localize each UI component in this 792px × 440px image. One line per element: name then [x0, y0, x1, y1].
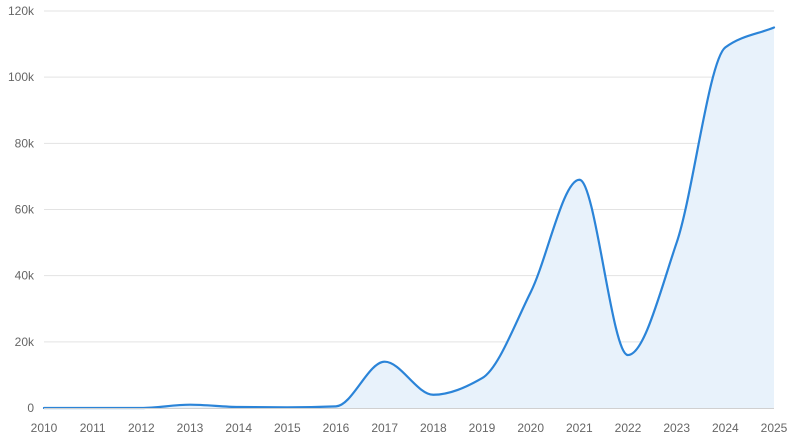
x-tick-label: 2011 — [80, 421, 106, 435]
x-tick-label: 2023 — [663, 421, 690, 435]
x-tick-label: 2021 — [566, 421, 593, 435]
x-tick-label: 2013 — [177, 421, 204, 435]
x-tick-label: 2020 — [517, 421, 544, 435]
y-axis-tick-labels: 0 20k 40k 60k 80k 100k 120k — [8, 4, 35, 415]
x-tick-label: 2025 — [761, 421, 788, 435]
x-tick-label: 2015 — [274, 421, 301, 435]
y-tick-label: 20k — [15, 335, 35, 349]
x-tick-label: 2022 — [615, 421, 642, 435]
x-tick-label: 2018 — [420, 421, 447, 435]
x-tick-label: 2019 — [469, 421, 496, 435]
y-tick-label: 0 — [27, 401, 34, 415]
series-line — [42, 26, 776, 410]
x-axis-tick-labels: 2010 2011 2012 2013 2014 2015 2016 2017 2018 2019… — [31, 421, 788, 435]
x-tick-label: 2024 — [712, 421, 739, 435]
x-tick-label: 2012 — [128, 421, 155, 435]
y-tick-label: 60k — [15, 203, 35, 217]
x-tick-label: 2014 — [225, 421, 252, 435]
x-tick-label: 2016 — [323, 421, 350, 435]
x-tick-label: 2017 — [371, 421, 398, 435]
x-tick-label: 2010 — [31, 421, 58, 435]
y-tick-label: 120k — [8, 4, 35, 18]
y-tick-label: 80k — [15, 136, 35, 150]
y-tick-label: 100k — [8, 70, 35, 84]
y-tick-label: 40k — [15, 269, 35, 283]
series-area — [44, 27, 774, 408]
